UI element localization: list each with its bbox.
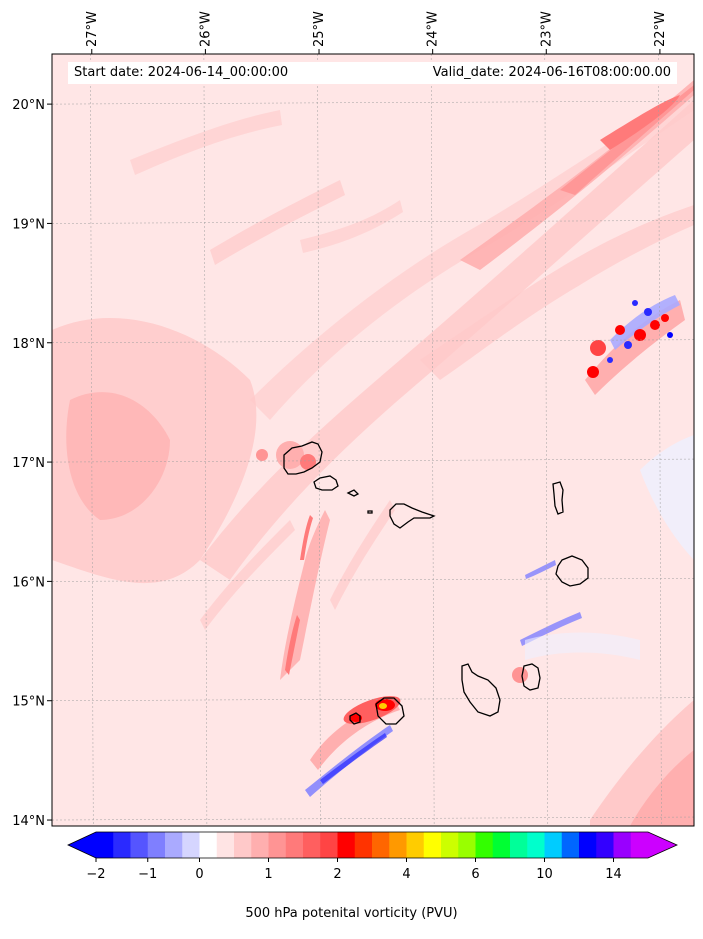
colorbar-tick-label: 6 — [471, 867, 479, 882]
colorbar-swatch — [337, 832, 356, 858]
colorbar-swatch — [216, 832, 235, 858]
lat-tick-label: 14°N — [12, 814, 45, 829]
colorbar-swatch — [458, 832, 476, 858]
colorbar-swatch — [251, 832, 269, 858]
colorbar-swatch — [199, 832, 218, 858]
lat-tick-label: 20°N — [12, 98, 45, 113]
colorbar-swatch — [630, 832, 649, 858]
island-fogo — [375, 697, 405, 725]
colorbar-swatch — [613, 832, 632, 858]
colorbar-over-arrow — [648, 832, 677, 858]
colorbar-under-arrow — [68, 832, 96, 858]
island-sao-vicente — [313, 475, 339, 491]
grid-lines — [52, 54, 694, 826]
colorbar-swatch — [147, 832, 166, 858]
colorbar-ticks: −2 −1 0 1 2 4 6 10 14 — [86, 858, 622, 882]
colorbar — [67, 831, 678, 859]
colorbar-swatch — [234, 832, 252, 858]
colorbar-swatch — [130, 832, 149, 858]
colorbar-swatch — [113, 832, 131, 858]
lon-tick-label: 23°W — [539, 11, 554, 47]
colorbar-tick-label: 0 — [195, 867, 203, 882]
longitude-axis: 27°W 26°W 25°W 24°W 23°W 22°W — [85, 11, 668, 54]
island-sal — [552, 481, 564, 515]
colorbar-swatch — [268, 832, 287, 858]
colorbar-swatch — [285, 832, 304, 858]
colorbar-tick-label: −1 — [138, 867, 157, 882]
colorbar-swatch — [510, 832, 528, 858]
colorbar-swatch — [372, 832, 390, 858]
island-sao-nicolau — [389, 503, 436, 529]
latitude-axis: 20°N 19°N 18°N 17°N 16°N 15°N 14°N — [12, 98, 52, 829]
colorbar-swatch — [527, 832, 545, 858]
colorbar-swatch — [96, 832, 114, 858]
island-santiago — [461, 663, 501, 717]
start-date-label: Start date: 2024-06-14_00:00:00 — [68, 62, 408, 84]
island-santo-antao — [283, 441, 323, 475]
colorbar-swatch — [544, 832, 563, 858]
lat-tick-label: 17°N — [12, 456, 45, 471]
island-maio — [521, 663, 541, 691]
island-boa-vista — [555, 555, 589, 587]
colorbar-swatch — [561, 832, 580, 858]
colorbar-tick-label: 1 — [264, 867, 272, 882]
lon-tick-label: 26°W — [198, 11, 213, 47]
colorbar-swatch — [406, 832, 425, 858]
colorbar-swatch — [475, 832, 494, 858]
lon-tick-label: 25°W — [312, 11, 327, 47]
colorbar-swatch — [579, 832, 597, 858]
coastlines — [283, 441, 589, 725]
colorbar-swatch — [423, 832, 442, 858]
colorbar-swatch — [182, 832, 200, 858]
colorbar-title: 500 hPa potenital vorticity (PVU) — [245, 906, 458, 921]
island-brava — [349, 712, 361, 725]
island-branco — [367, 510, 373, 514]
lat-tick-label: 19°N — [12, 217, 45, 232]
colorbar-tick-label: −2 — [86, 867, 105, 882]
colorbar-swatch — [492, 832, 511, 858]
colorbar-tick-label: 4 — [402, 867, 410, 882]
lat-tick-label: 15°N — [12, 695, 45, 710]
lat-tick-label: 18°N — [12, 337, 45, 352]
pv-field — [52, 54, 694, 826]
colorbar-swatch — [389, 832, 407, 858]
lon-tick-label: 22°W — [653, 11, 668, 47]
colorbar-swatch — [303, 832, 321, 858]
colorbar-swatch — [441, 832, 459, 858]
colorbar-swatch — [320, 832, 338, 858]
colorbar-swatch — [596, 832, 614, 858]
colorbar-tick-label: 14 — [605, 867, 622, 882]
colorbar-tick-label: 2 — [333, 867, 341, 882]
colorbar-tick-label: 10 — [536, 867, 553, 882]
valid-date-label: Valid_date: 2024-06-16T08:00:00.00 — [408, 62, 677, 84]
lon-tick-label: 24°W — [426, 11, 441, 47]
lon-tick-label: 27°W — [85, 11, 100, 47]
lat-tick-label: 16°N — [12, 575, 45, 590]
island-santa-luzia — [346, 489, 360, 497]
map-frame — [51, 53, 695, 827]
colorbar-swatch — [354, 832, 373, 858]
colorbar-swatch — [165, 832, 183, 858]
